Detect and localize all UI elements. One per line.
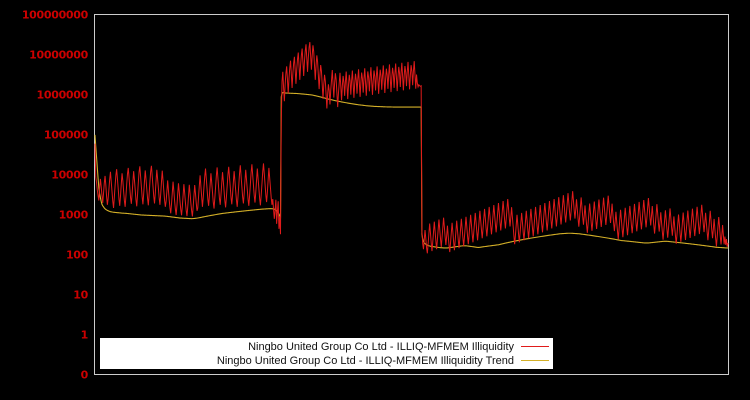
legend-entry[interactable]: Ningbo United Group Co Ltd - ILLIQ-MFMEM…	[100, 340, 549, 354]
y-axis-tick-label: 10	[73, 288, 88, 302]
legend-label: Ningbo United Group Co Ltd - ILLIQ-MFMEM…	[248, 340, 514, 353]
y-axis-tick-label: 100000	[43, 128, 88, 142]
y-axis-tick-labels: 100000000 10000000 1000000 100000 10000 1000 1…	[0, 0, 89, 400]
y-axis-tick-label: 10000	[51, 168, 88, 182]
y-axis-tick-label: 1000	[58, 208, 89, 222]
series-line-trend	[94, 92, 729, 249]
y-axis-tick-label: 1	[80, 328, 89, 342]
y-axis-tick-label: 100	[65, 248, 88, 262]
y-axis-tick-label: 10000000	[29, 48, 88, 62]
legend-entry[interactable]: Ningbo United Group Co Ltd - ILLIQ-MFMEM…	[100, 354, 549, 368]
legend-label: Ningbo United Group Co Ltd - ILLIQ-MFMEM…	[216, 354, 514, 367]
y-axis-tick-label: 1000000	[36, 88, 89, 102]
series-layer	[94, 42, 729, 254]
y-axis-tick-label: 100000000	[21, 8, 88, 22]
legend-color-swatch	[521, 360, 549, 361]
y-axis-tick-label: 0	[80, 368, 89, 382]
series-line-illiquidity	[94, 42, 729, 254]
chart-legend: Ningbo United Group Co Ltd - ILLIQ-MFMEM…	[100, 338, 553, 369]
legend-color-swatch	[521, 346, 549, 347]
axis-spines	[94, 14, 729, 375]
